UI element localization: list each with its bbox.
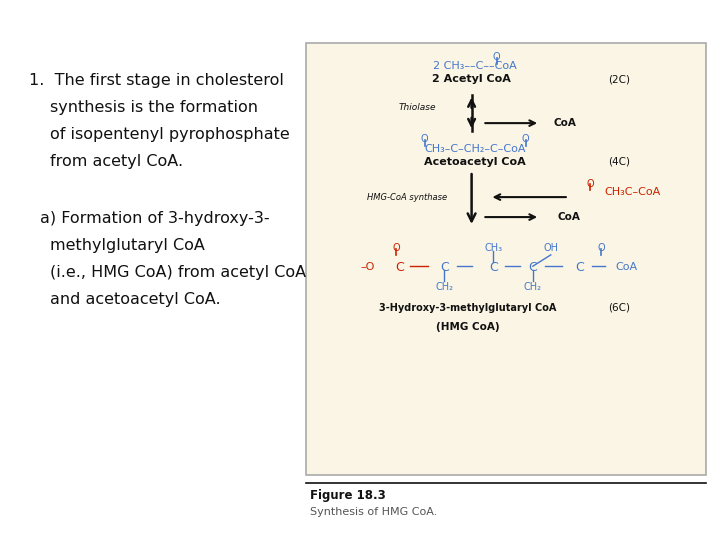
Text: (2C): (2C): [608, 75, 630, 84]
Text: Synthesis of HMG CoA.: Synthesis of HMG CoA.: [310, 507, 437, 517]
Text: C: C: [440, 261, 449, 274]
Text: 2 CH₃––C––CoA: 2 CH₃––C––CoA: [433, 62, 517, 71]
Text: HMG-CoA synthase: HMG-CoA synthase: [366, 193, 447, 201]
Text: –O: –O: [360, 262, 374, 272]
FancyBboxPatch shape: [306, 43, 706, 475]
Text: and acetoacetyl CoA.: and acetoacetyl CoA.: [50, 292, 221, 307]
Text: O: O: [522, 134, 529, 144]
Text: C: C: [528, 261, 537, 274]
Text: CH₃–C–CH₂–C–CoA: CH₃–C–CH₂–C–CoA: [425, 144, 526, 154]
Text: CoA: CoA: [616, 262, 637, 272]
Text: CH₃: CH₃: [484, 244, 503, 253]
Text: O: O: [598, 244, 605, 253]
Text: (i.e., HMG CoA) from acetyl CoA: (i.e., HMG CoA) from acetyl CoA: [50, 265, 307, 280]
Text: 3-Hydroxy-3-methylglutaryl CoA: 3-Hydroxy-3-methylglutaryl CoA: [379, 303, 557, 313]
Text: O: O: [587, 179, 594, 188]
Text: (HMG CoA): (HMG CoA): [436, 322, 500, 332]
Text: synthesis is the formation: synthesis is the formation: [50, 100, 258, 115]
Text: from acetyl CoA.: from acetyl CoA.: [50, 154, 184, 169]
Text: O: O: [421, 134, 428, 144]
Text: OH: OH: [544, 244, 558, 253]
Text: 1.  The first stage in cholesterol: 1. The first stage in cholesterol: [29, 73, 284, 88]
Text: O: O: [392, 244, 400, 253]
Text: CoA: CoA: [557, 212, 580, 222]
Text: CH₂: CH₂: [435, 282, 454, 292]
Text: CH₂: CH₂: [523, 282, 541, 292]
Text: methylglutaryl CoA: methylglutaryl CoA: [50, 238, 205, 253]
Text: CH₃C–CoA: CH₃C–CoA: [605, 187, 661, 197]
Text: (4C): (4C): [608, 157, 630, 167]
Text: Figure 18.3: Figure 18.3: [310, 489, 385, 502]
Text: C: C: [489, 261, 498, 274]
Text: (6C): (6C): [608, 303, 630, 313]
Text: of isopentenyl pyrophosphate: of isopentenyl pyrophosphate: [50, 127, 290, 142]
Text: a) Formation of 3-hydroxy-3-: a) Formation of 3-hydroxy-3-: [40, 211, 269, 226]
Text: Thiolase: Thiolase: [399, 104, 436, 112]
Text: CoA: CoA: [554, 118, 577, 128]
Text: O: O: [493, 52, 500, 62]
Text: C: C: [575, 261, 584, 274]
Text: C: C: [395, 261, 404, 274]
Text: Acetoacetyl CoA: Acetoacetyl CoA: [424, 157, 526, 167]
Text: 2 Acetyl CoA: 2 Acetyl CoA: [432, 75, 511, 84]
